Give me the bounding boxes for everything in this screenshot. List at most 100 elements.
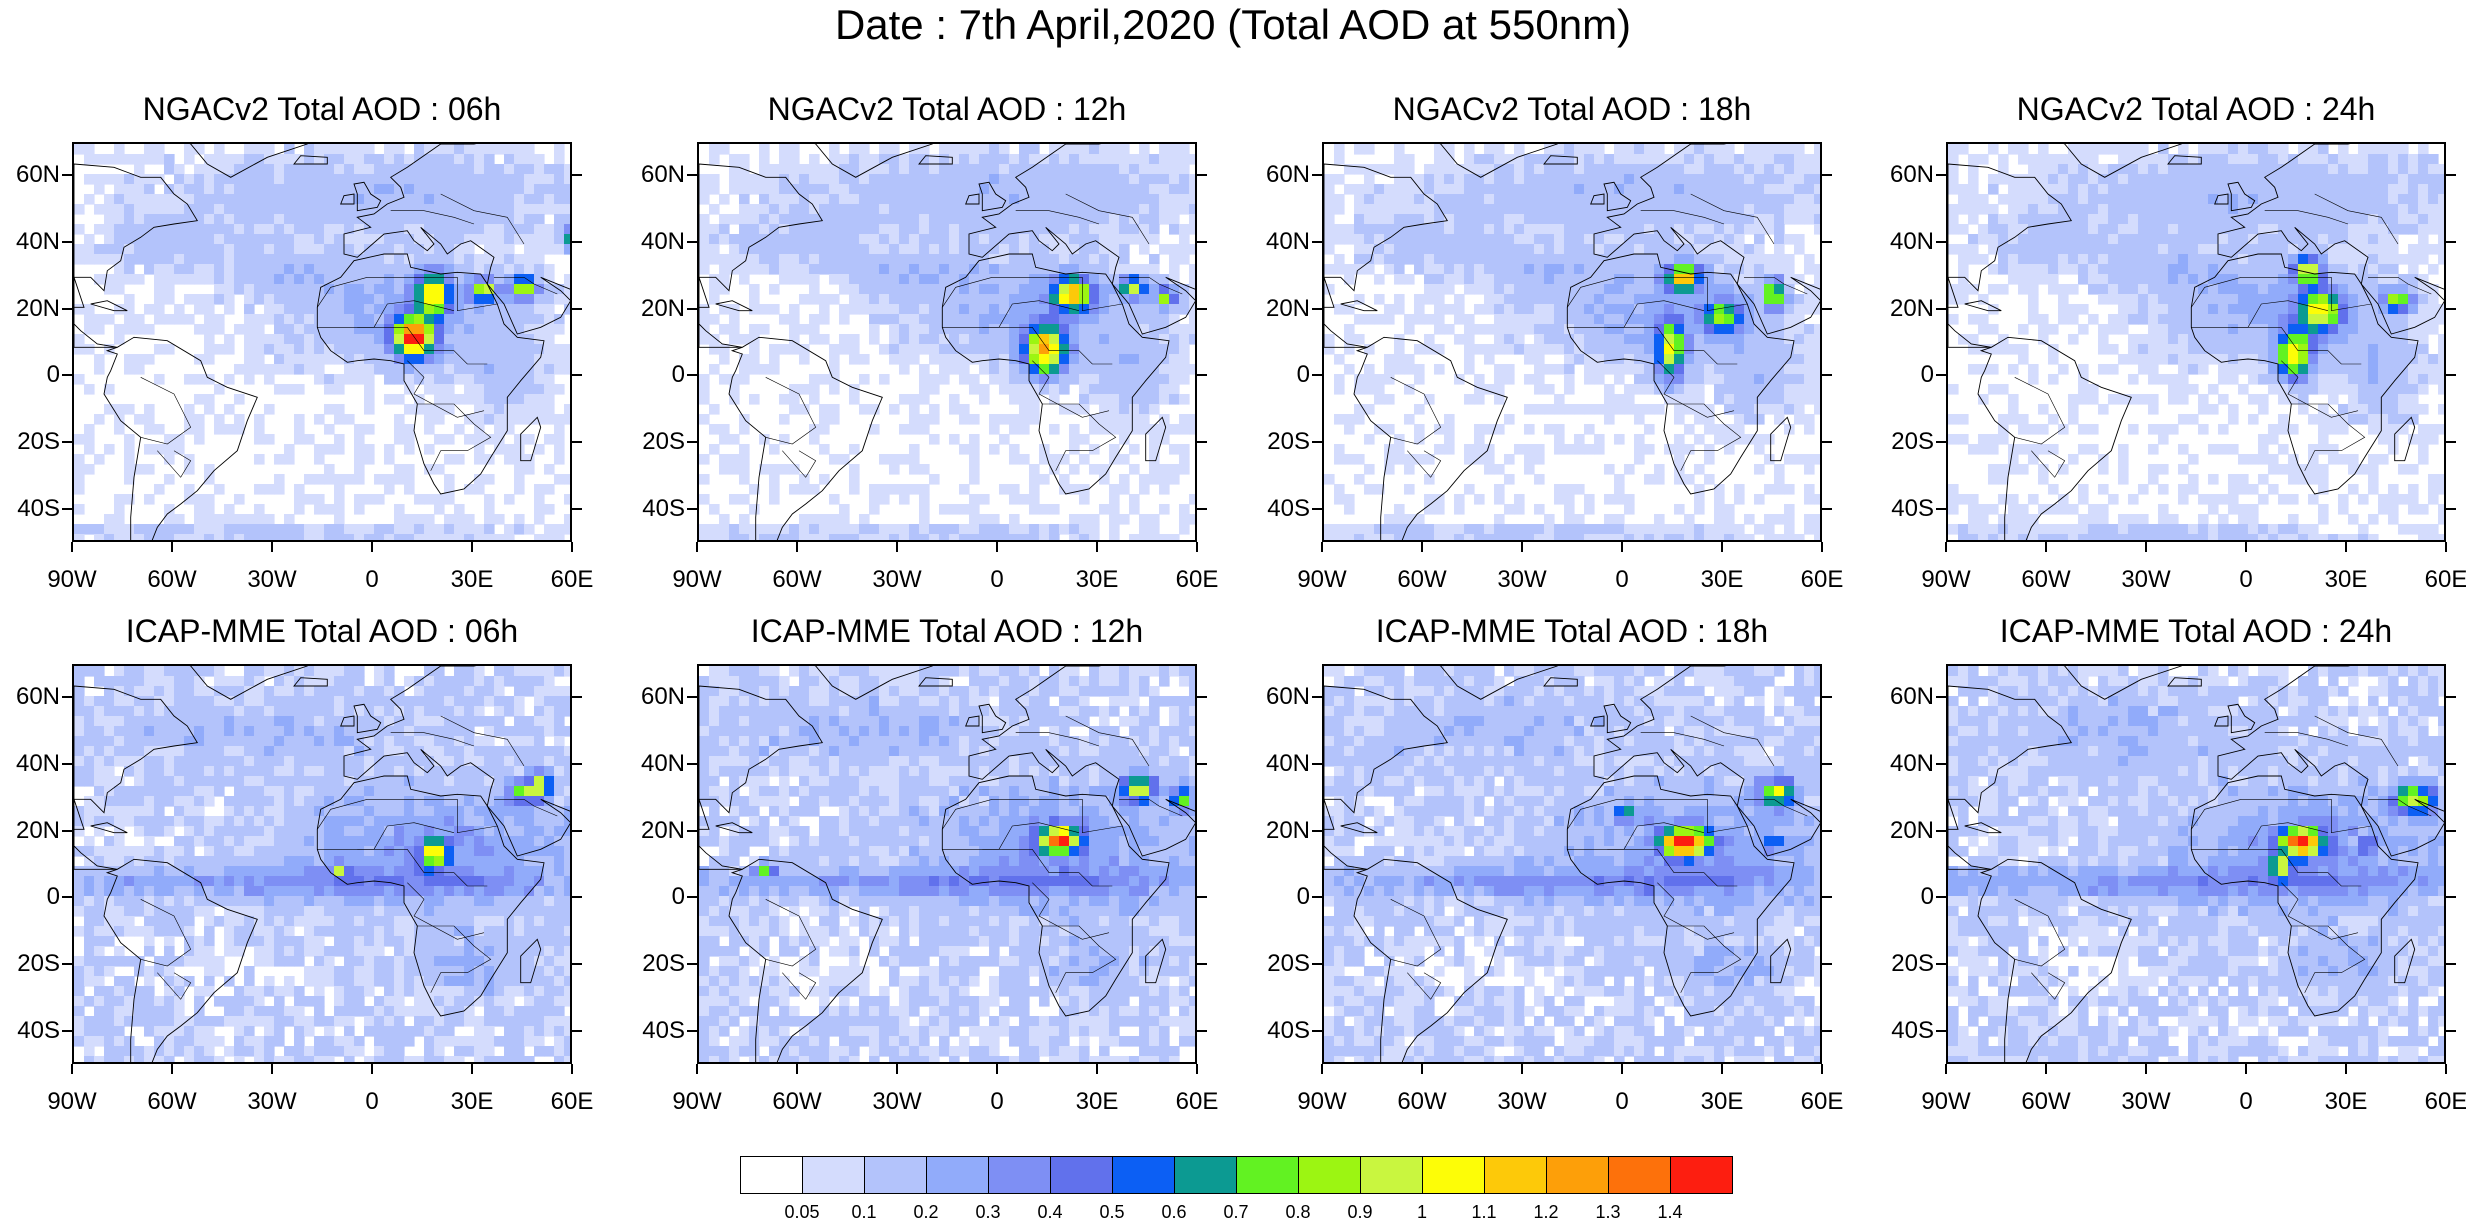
lat-tick [1822, 830, 1832, 832]
lon-tick-label: 60E [2406, 1090, 2466, 1114]
lon-tick-label: 90W [32, 568, 112, 592]
lat-tick [1822, 963, 1832, 965]
lat-tick-label: 40N [1874, 752, 1934, 776]
lon-tick-label: 30W [232, 1090, 312, 1114]
lat-tick [1312, 696, 1322, 698]
lat-tick-label: 20S [1250, 952, 1310, 976]
lon-tick-label: 30W [1482, 1090, 1562, 1114]
lat-tick [1312, 441, 1322, 443]
lat-tick [687, 374, 697, 376]
lat-tick [1197, 1030, 1207, 1032]
lon-tick [371, 542, 373, 552]
lat-tick-label: 40N [0, 752, 60, 776]
lon-tick [696, 1064, 698, 1074]
lon-tick-label: 60E [2406, 568, 2466, 592]
lat-tick [1936, 374, 1946, 376]
colorbar-swatch [1112, 1156, 1175, 1194]
lat-tick [1822, 174, 1832, 176]
lon-tick [2345, 1064, 2347, 1074]
lat-tick [572, 963, 582, 965]
lon-tick [2045, 1064, 2047, 1074]
lat-tick [572, 374, 582, 376]
lon-tick [1945, 1064, 1947, 1074]
lon-tick-label: 60W [132, 1090, 212, 1114]
lat-tick-label: 0 [0, 885, 60, 909]
lat-tick [2446, 896, 2456, 898]
lat-tick-label: 20N [0, 297, 60, 321]
lat-tick [62, 374, 72, 376]
lat-tick [2446, 763, 2456, 765]
lon-tick-label: 30E [2306, 1090, 2386, 1114]
lon-tick [271, 1064, 273, 1074]
lat-tick-label: 20N [625, 297, 685, 321]
colorbar-label: 0.6 [1144, 1202, 1204, 1223]
lon-tick [1821, 542, 1823, 552]
colorbar-swatch [740, 1156, 803, 1194]
lat-tick [1312, 374, 1322, 376]
lat-tick-label: 60N [0, 685, 60, 709]
aod-field [1948, 144, 2446, 542]
lat-tick [572, 763, 582, 765]
lon-tick [2145, 542, 2147, 552]
lon-tick-label: 30E [1682, 568, 1762, 592]
colorbar-swatch [1360, 1156, 1423, 1194]
colorbar-swatch [1546, 1156, 1609, 1194]
lat-tick [1197, 763, 1207, 765]
lon-tick [1421, 542, 1423, 552]
lat-tick-label: 60N [1874, 685, 1934, 709]
lat-tick [1936, 896, 1946, 898]
lat-tick [572, 696, 582, 698]
lon-tick-label: 90W [1906, 1090, 1986, 1114]
colorbar-swatch [1422, 1156, 1485, 1194]
lon-tick-label: 30W [232, 568, 312, 592]
lon-tick [71, 542, 73, 552]
lat-tick [1312, 508, 1322, 510]
lat-tick [1312, 174, 1322, 176]
lat-tick [1197, 696, 1207, 698]
figure-title: Date : 7th April,2020 (Total AOD at 550n… [0, 0, 2466, 50]
lon-tick-label: 90W [1282, 568, 1362, 592]
lon-tick [471, 542, 473, 552]
colorbar-label: 0.7 [1206, 1202, 1266, 1223]
lat-tick [1197, 830, 1207, 832]
colorbar-label: 1.4 [1640, 1202, 1700, 1223]
lat-tick [572, 508, 582, 510]
lon-tick-label: 0 [332, 568, 412, 592]
lat-tick [687, 241, 697, 243]
lat-tick [572, 308, 582, 310]
lon-tick-label: 30W [857, 568, 937, 592]
lon-tick-label: 90W [1906, 568, 1986, 592]
lon-tick [996, 1064, 998, 1074]
colorbar-label: 0.4 [1020, 1202, 1080, 1223]
lon-tick-label: 30E [1057, 1090, 1137, 1114]
colorbar-label: 1.2 [1516, 1202, 1576, 1223]
lat-tick-label: 40S [625, 497, 685, 521]
lat-tick [2446, 441, 2456, 443]
lat-tick [1197, 441, 1207, 443]
aod-map [697, 142, 1197, 542]
panel-title: NGACv2 Total AOD : 18h [1282, 90, 1862, 128]
lat-tick [1822, 241, 1832, 243]
colorbar-label: 1.1 [1454, 1202, 1514, 1223]
lat-tick [62, 830, 72, 832]
lon-tick [896, 1064, 898, 1074]
colorbar-label: 1.3 [1578, 1202, 1638, 1223]
lat-tick [1197, 174, 1207, 176]
lat-tick [1822, 763, 1832, 765]
lon-tick-label: 30E [432, 568, 512, 592]
lat-tick-label: 0 [625, 885, 685, 909]
lat-tick [2446, 830, 2456, 832]
lat-tick-label: 40N [625, 752, 685, 776]
lon-tick-label: 60E [1157, 568, 1237, 592]
lat-tick-label: 40S [1250, 497, 1310, 521]
lon-tick [2345, 542, 2347, 552]
lat-tick [1822, 508, 1832, 510]
panel-title: ICAP-MME Total AOD : 12h [657, 612, 1237, 650]
lat-tick [1312, 830, 1322, 832]
lat-tick [1936, 963, 1946, 965]
lat-tick-label: 60N [625, 163, 685, 187]
lat-tick-label: 0 [1874, 363, 1934, 387]
aod-map [697, 664, 1197, 1064]
